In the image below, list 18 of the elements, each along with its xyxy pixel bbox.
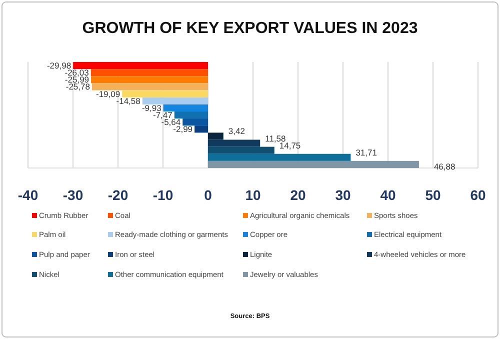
- x-tick-label: 10: [245, 186, 261, 203]
- x-tick-label: -20: [108, 186, 128, 203]
- data-label: 3,42: [228, 126, 246, 136]
- x-tick-label: 0: [204, 186, 212, 203]
- x-tick-label: -10: [152, 186, 174, 203]
- data-label: 31,71: [356, 147, 378, 158]
- data-label: -7,47: [153, 110, 173, 120]
- data-label: -9,93: [142, 102, 162, 113]
- chart-title: GROWTH OF KEY EXPORT VALUES IN 2023: [82, 20, 418, 37]
- x-tick-label: 40: [380, 186, 396, 203]
- x-tick-label: 50: [425, 186, 441, 203]
- x-tick-label: 20: [290, 186, 306, 203]
- data-label: -2,99: [173, 124, 193, 134]
- x-tick-label: -40: [18, 186, 38, 203]
- x-tick-label: -30: [62, 186, 84, 203]
- x-tick-label: 60: [470, 186, 486, 203]
- x-tick-label: 30: [335, 186, 351, 203]
- data-label: 46,88: [434, 161, 456, 172]
